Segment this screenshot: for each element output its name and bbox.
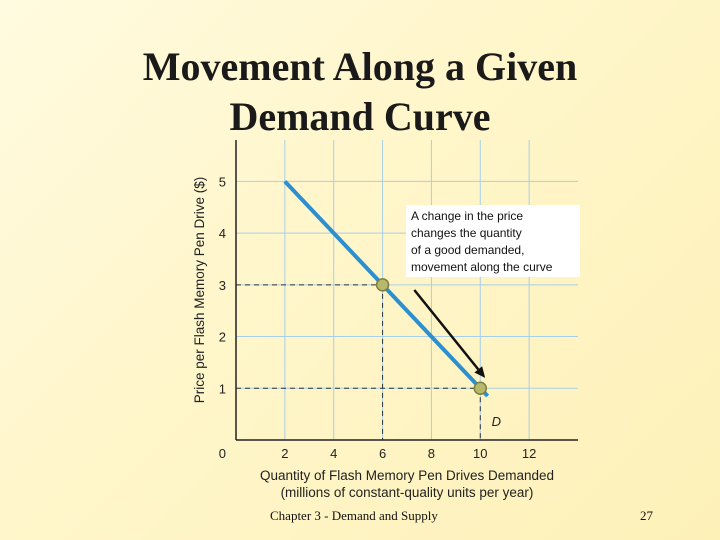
y-axis-label: Price per Flash Memory Pen Drive ($) bbox=[192, 177, 207, 404]
slide-title: Movement Along a Given Demand Curve bbox=[0, 42, 720, 142]
title-line-1: Movement Along a Given bbox=[142, 44, 578, 89]
axis-labels: Quantity of Flash Memory Pen Drives Dema… bbox=[192, 177, 554, 500]
data-point-1 bbox=[375, 278, 390, 292]
x-tick-label-12: 12 bbox=[522, 446, 536, 461]
x-tick-label-6: 6 bbox=[379, 446, 386, 461]
title-line-2: Demand Curve bbox=[229, 94, 491, 139]
axes bbox=[235, 140, 578, 441]
annotation-line-4: movement along the curve bbox=[411, 260, 553, 274]
origin-label: 0 bbox=[219, 446, 226, 461]
annotation-line-3: of a good demanded, bbox=[411, 243, 524, 257]
movement-arrow-head bbox=[474, 366, 486, 378]
points bbox=[375, 278, 488, 396]
x-axis-label-line-2: (millions of constant-quality units per … bbox=[281, 485, 534, 500]
y-tick-label-2: 2 bbox=[219, 330, 226, 345]
y-tick-label-4: 4 bbox=[219, 226, 226, 241]
footer-chapter: Chapter 3 - Demand and Supply bbox=[270, 508, 438, 523]
y-tick-label-3: 3 bbox=[219, 278, 226, 293]
movement-arrow-shaft bbox=[413, 289, 480, 371]
demand-curve-label: D bbox=[492, 414, 501, 429]
y-tick-label-5: 5 bbox=[219, 174, 226, 189]
annotation-line-1: A change in the price bbox=[411, 209, 523, 223]
data-point-2 bbox=[473, 381, 488, 396]
y-tick-label-1: 1 bbox=[219, 381, 226, 396]
x-tick-label-10: 10 bbox=[473, 446, 487, 461]
x-tick-label-8: 8 bbox=[428, 446, 435, 461]
annotation-line-2: changes the quantity bbox=[411, 226, 522, 240]
x-axis-label-line-1: Quantity of Flash Memory Pen Drives Dema… bbox=[260, 468, 554, 483]
x-tick-label-2: 2 bbox=[281, 446, 288, 461]
annotation: A change in the price changes the quantit… bbox=[406, 205, 580, 378]
annotation-box bbox=[406, 205, 580, 277]
x-tick-label-4: 4 bbox=[330, 446, 337, 461]
page-number: 27 bbox=[640, 508, 653, 523]
guide-lines bbox=[236, 284, 481, 440]
